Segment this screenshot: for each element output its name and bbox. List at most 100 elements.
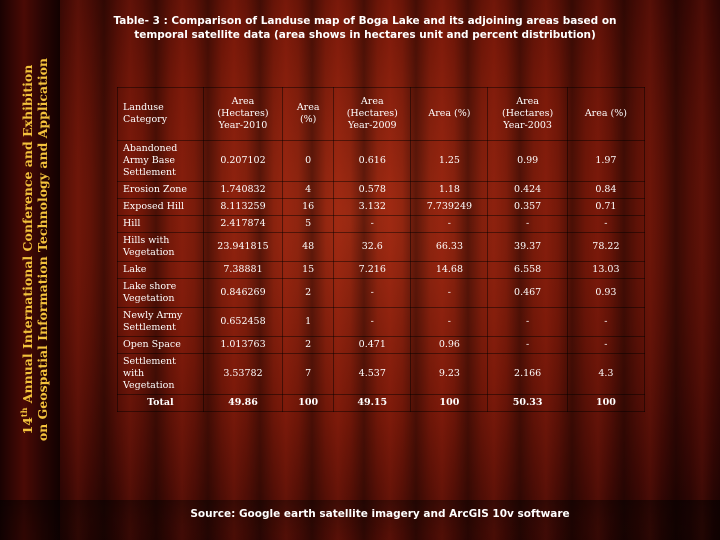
cell-value: - (333, 215, 412, 233)
cell-value: 32.6 (333, 232, 412, 262)
table-row: Hills with Vegetation 23.941815 48 32.6 … (117, 232, 646, 262)
cell-value: 7.739249 (410, 198, 489, 216)
cell-value: 0.616 (333, 140, 412, 182)
cell-value: 1.740832 (202, 181, 284, 199)
header-area-ha-2009: Area (Hectares) Year-2009 (333, 87, 412, 141)
cell-value: 0.424 (487, 181, 568, 199)
cell-value: 0.471 (333, 336, 412, 354)
cell-value: 1 (282, 307, 335, 337)
side-banner-line2: on Geospatial Information Technology and… (35, 58, 51, 442)
cell-value: 0.93 (566, 278, 646, 308)
cell-value: 0.96 (410, 336, 489, 354)
cell-value: 0.578 (333, 181, 412, 199)
cell-value: 0.99 (487, 140, 568, 182)
table-title: Table- 3 : Comparison of Landuse map of … (113, 15, 617, 41)
total-value: 100 (566, 394, 646, 412)
cell-value: 4.3 (566, 353, 646, 395)
cell-value: - (333, 278, 412, 308)
header-landuse-category: Landuse Category (117, 87, 204, 141)
cell-value: 1.25 (410, 140, 489, 182)
curtain-bottom-shade (0, 500, 720, 540)
cell-value: 0.467 (487, 278, 568, 308)
side-banner-ordinal-suffix: th (19, 407, 30, 418)
cell-value: 8.113259 (202, 198, 284, 216)
cell-value: - (410, 307, 489, 337)
cell-value: 13.03 (566, 261, 646, 279)
cell-value: 1.013763 (202, 336, 284, 354)
cell-value: 2.417874 (202, 215, 284, 233)
total-label: Total (117, 394, 204, 412)
cell-value: 0.846269 (202, 278, 284, 308)
cell-value: - (566, 307, 646, 337)
cell-value: 0.71 (566, 198, 646, 216)
cell-category: Exposed Hill (117, 198, 204, 216)
total-value: 49.86 (202, 394, 284, 412)
cell-value: 2.166 (487, 353, 568, 395)
cell-value: 9.23 (410, 353, 489, 395)
cell-value: - (410, 278, 489, 308)
cell-value: - (566, 215, 646, 233)
side-banner-line1-text: Annual International Conference and Exhi… (20, 65, 36, 408)
table-row: Erosion Zone 1.740832 4 0.578 1.18 0.424… (117, 181, 646, 199)
table-row: Open Space 1.013763 2 0.471 0.96 - - (117, 336, 646, 354)
cell-value: - (487, 307, 568, 337)
table-row: Abandoned Army Base Settlement 0.207102 … (117, 140, 646, 182)
cell-value: - (333, 307, 412, 337)
header-area-pct-2003: Area (%) (566, 87, 646, 141)
side-banner: 14th Annual International Conference and… (10, 58, 58, 441)
header-area-ha-2010: Area (Hectares) Year-2010 (202, 87, 284, 141)
cell-value: 4 (282, 181, 335, 199)
cell-value: 1.97 (566, 140, 646, 182)
cell-category: Settlement with Vegetation (117, 353, 204, 395)
cell-value: - (487, 215, 568, 233)
cell-category: Hills with Vegetation (117, 232, 204, 262)
cell-value: 3.132 (333, 198, 412, 216)
cell-value: 14.68 (410, 261, 489, 279)
cell-category: Lake (117, 261, 204, 279)
cell-value: - (487, 336, 568, 354)
cell-value: 2 (282, 336, 335, 354)
cell-value: 78.22 (566, 232, 646, 262)
cell-value: 7.216 (333, 261, 412, 279)
cell-value: - (410, 215, 489, 233)
table-row: Lake shore Vegetation 0.846269 2 - - 0.4… (117, 278, 646, 308)
cell-value: 23.941815 (202, 232, 284, 262)
cell-category: Newly Army Settlement (117, 307, 204, 337)
side-banner-line1: 14th Annual International Conference and… (17, 58, 35, 441)
cell-value: 7.38881 (202, 261, 284, 279)
total-value: 49.15 (333, 394, 412, 412)
cell-category: Abandoned Army Base Settlement (117, 140, 204, 182)
cell-category: Open Space (117, 336, 204, 354)
cell-value: 4.537 (333, 353, 412, 395)
total-value: 100 (410, 394, 489, 412)
cell-value: 0.357 (487, 198, 568, 216)
header-area-pct-2010: Area (%) (282, 87, 335, 141)
side-banner-text: 14th Annual International Conference and… (17, 58, 50, 441)
cell-value: 66.33 (410, 232, 489, 262)
table-row: Newly Army Settlement 0.652458 1 - - - - (117, 307, 646, 337)
cell-category: Erosion Zone (117, 181, 204, 199)
table-row: Hill 2.417874 5 - - - - (117, 215, 646, 233)
cell-value: 6.558 (487, 261, 568, 279)
cell-value: 0.84 (566, 181, 646, 199)
cell-value: 3.53782 (202, 353, 284, 395)
table-row: Exposed Hill 8.113259 16 3.132 7.739249 … (117, 198, 646, 216)
cell-value: 5 (282, 215, 335, 233)
total-value: 50.33 (487, 394, 568, 412)
cell-value: 16 (282, 198, 335, 216)
side-banner-ordinal: 14 (20, 417, 36, 435)
cell-value: 1.18 (410, 181, 489, 199)
source-note: Source: Google earth satellite imagery a… (190, 508, 570, 520)
total-row: Total 49.86 100 49.15 100 50.33 100 (117, 394, 646, 412)
curtain-left-panel (0, 0, 60, 540)
cell-value: - (566, 336, 646, 354)
total-value: 100 (282, 394, 335, 412)
cell-value: 7 (282, 353, 335, 395)
landuse-table: Landuse Category Area (Hectares) Year-20… (117, 87, 646, 412)
header-row: Landuse Category Area (Hectares) Year-20… (117, 87, 646, 141)
header-area-ha-2003: Area (Hectares) Year-2003 (487, 87, 568, 141)
cell-value: 15 (282, 261, 335, 279)
cell-category: Hill (117, 215, 204, 233)
cell-value: 0 (282, 140, 335, 182)
cell-value: 0.652458 (202, 307, 284, 337)
